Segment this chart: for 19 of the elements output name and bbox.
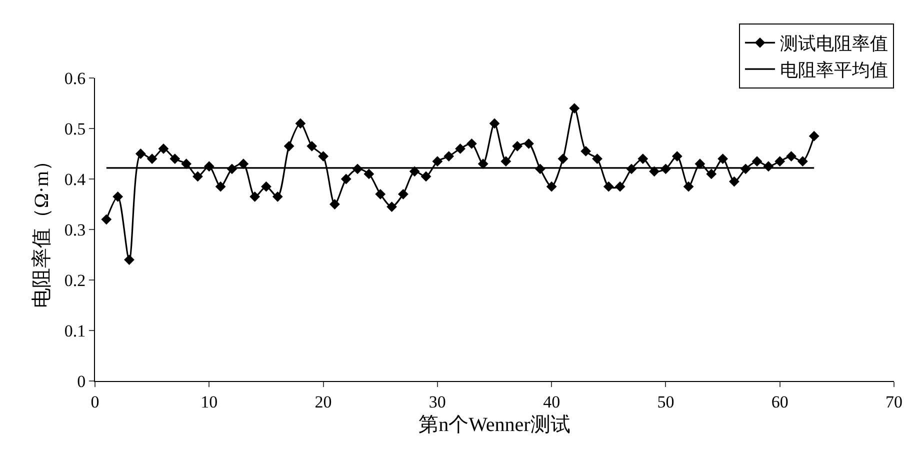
- y-axis-title: 电阻率值（Ω·m）: [30, 150, 53, 308]
- x-tick-label: 0: [90, 392, 100, 412]
- x-tick-label: 40: [543, 392, 560, 412]
- y-tick-label: 0.5: [64, 119, 86, 138]
- x-tick-label: 70: [886, 392, 902, 412]
- y-tick-label: 0.1: [64, 321, 86, 340]
- y-tick-label: 0.6: [64, 68, 86, 88]
- y-tick-label: 0.3: [64, 220, 86, 240]
- legend-label: 电阻率平均值: [780, 60, 888, 80]
- x-axis-title: 第n个Wenner测试: [418, 414, 570, 436]
- x-tick-label: 30: [428, 392, 446, 412]
- x-tick-label: 10: [200, 392, 218, 412]
- y-tick-label: 0: [77, 372, 86, 391]
- x-tick-label: 20: [314, 392, 332, 412]
- y-tick-label: 0.2: [64, 270, 86, 290]
- x-tick-label: 50: [657, 392, 674, 412]
- x-tick-label: 60: [771, 392, 788, 412]
- y-tick-label: 0.4: [64, 170, 86, 189]
- legend-label: 测试电阻率值: [780, 34, 888, 54]
